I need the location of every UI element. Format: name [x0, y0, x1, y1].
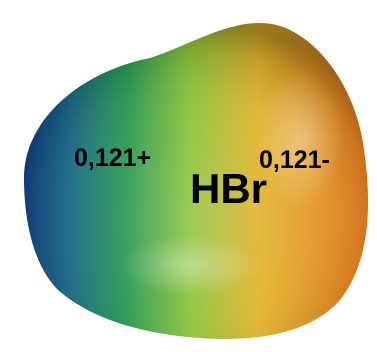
surface-highlight-lower	[120, 235, 260, 295]
molecule-surface	[24, 23, 369, 339]
surface-highlight	[255, 70, 345, 210]
partial-charge-positive-label: 0,121+	[74, 144, 152, 172]
partial-charge-negative-label: 0,121-	[259, 146, 330, 174]
molecule-formula-label: HBr	[190, 165, 268, 212]
